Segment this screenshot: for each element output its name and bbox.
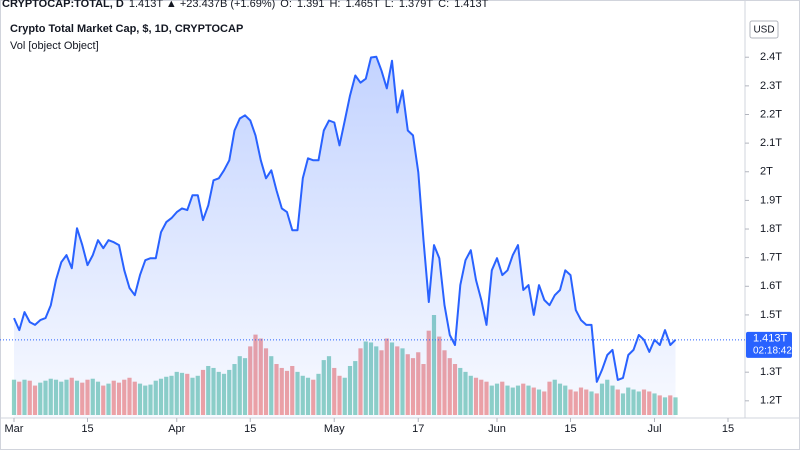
header-item: 1.413T ▲ +23.437B (+1.69%) [129, 0, 275, 10]
currency-box[interactable] [749, 20, 779, 39]
y-tick-label: 1.2T [760, 395, 782, 407]
volume-bar [11, 379, 17, 415]
x-tick-label: 15 [564, 423, 576, 435]
countdown: 02:18:42 [753, 345, 792, 356]
y-tick-label: 2.4T [760, 51, 782, 63]
price-marker-label: 1.413T [753, 333, 788, 345]
y-tick-label: 1.8T [760, 223, 782, 235]
y-tick-label: 1.9T [760, 194, 782, 206]
x-tick-label: Mar [5, 423, 24, 435]
header-item: O: [280, 0, 292, 10]
x-tick-label: Jul [647, 423, 661, 435]
header-item: 1.391 [297, 0, 325, 10]
header-item: H: [329, 0, 340, 10]
y-tick-label: 1.3T [760, 366, 782, 378]
y-tick-label: 1.5T [760, 309, 782, 321]
header-item: 1.465T [345, 0, 380, 10]
x-tick-label: 15 [81, 423, 93, 435]
header-item: CRYPTOCAP:TOTAL, D [2, 0, 124, 10]
y-tick-label: 1.6T [760, 280, 782, 292]
area-fill [14, 56, 676, 418]
y-tick-label: 2.3T [760, 80, 782, 92]
header-item: C: [438, 0, 449, 10]
y-tick-label: 2.1T [760, 137, 782, 149]
x-tick-label: 17 [412, 423, 424, 435]
header: CRYPTOCAP:TOTAL, D 1.413T ▲ +23.437B (+1.… [2, 0, 489, 10]
price-line [13, 55, 677, 383]
currency[interactable]: USD [753, 25, 774, 36]
price-marker-box [746, 331, 792, 358]
y-tick-label: 2.2T [760, 108, 782, 120]
x-tick-label: Jun [488, 423, 506, 435]
x-tick-label: 15 [722, 423, 734, 435]
y-tick-label: 1.7T [760, 252, 782, 264]
x-tick-label: Apr [168, 423, 185, 435]
header-item: L: [385, 0, 394, 10]
y-tick-label: 2T [760, 166, 773, 178]
chart-title: Crypto Total Market Cap, $, 1D, CRYPTOCA… [10, 23, 243, 35]
header-item: 1.379T [399, 0, 434, 10]
header-item: 1.413T [454, 0, 489, 10]
x-tick-label: 15 [244, 423, 256, 435]
volume-legend: Vol [object Object] [10, 40, 99, 52]
x-tick-label: May [324, 423, 345, 435]
